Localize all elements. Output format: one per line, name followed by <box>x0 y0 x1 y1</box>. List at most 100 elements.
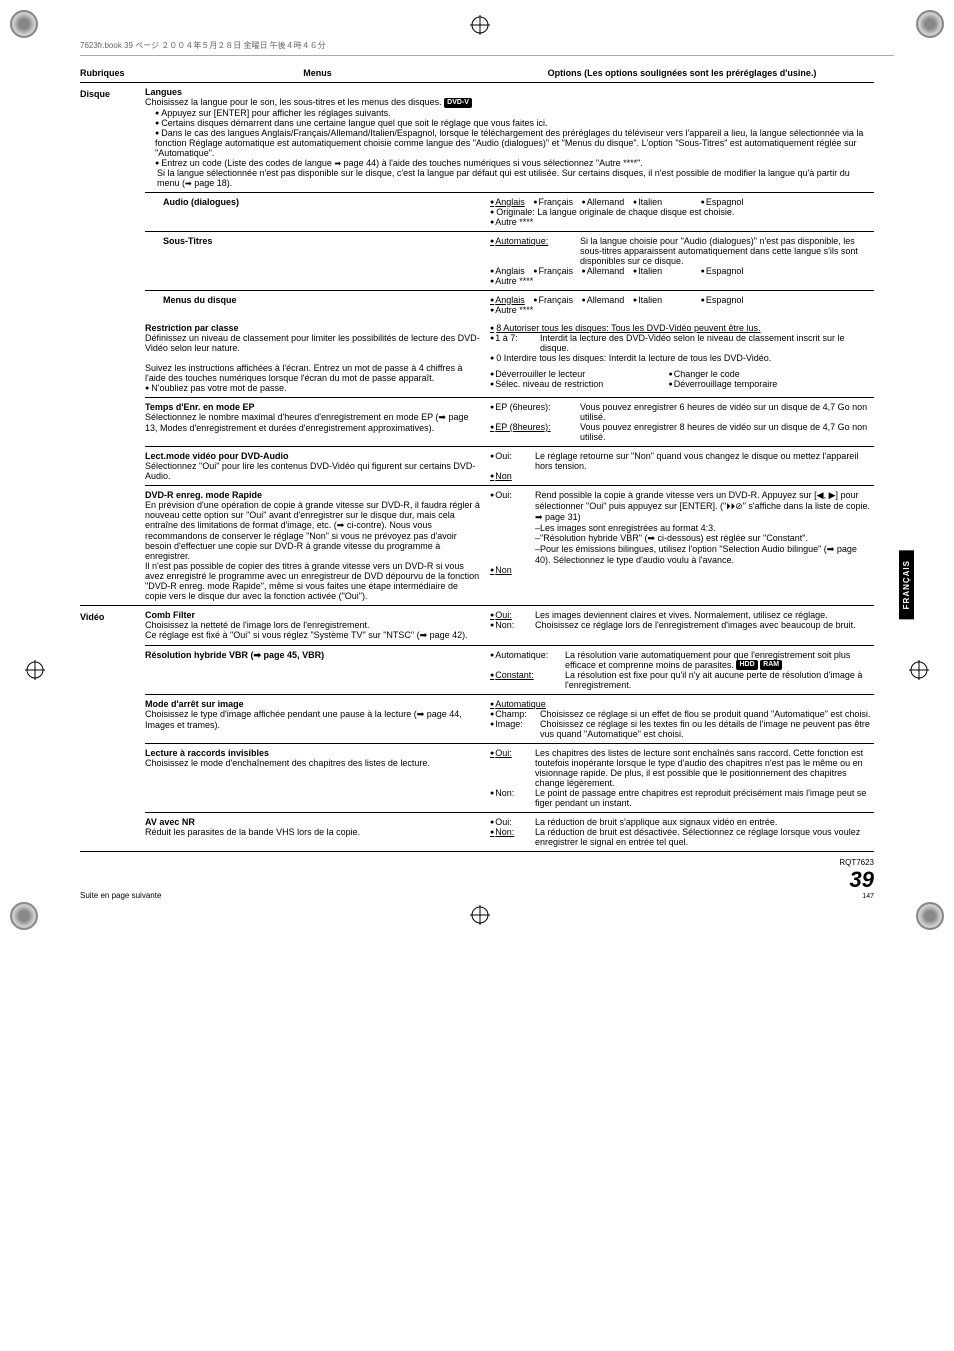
page-number: 39 <box>839 867 874 893</box>
text: Choisissez le type d'image affichée pend… <box>145 709 462 730</box>
title: Audio (dialogues) <box>145 197 490 227</box>
section-video: Vidéo Comb Filter Choisissez la netteté … <box>80 606 874 853</box>
opt-desc: La résolution varie automatiquement pour… <box>565 650 850 670</box>
default-opt: Oui: <box>490 610 535 620</box>
opt: Allemand <box>582 197 625 207</box>
row-mode-arret: Mode d'arrêt sur image Choisissez le typ… <box>145 695 874 744</box>
bullet: Dans le cas des langues Anglais/Français… <box>155 128 864 158</box>
opt: Oui: <box>490 451 535 471</box>
opt: 1 à 7: <box>490 333 540 353</box>
default-opt: Non <box>490 565 512 575</box>
row-lect-mode: Lect.mode vidéo pour DVD-Audio Sélection… <box>145 447 874 486</box>
col-options: Options (Les options soulignées sont les… <box>490 68 874 78</box>
title: Restriction par classe <box>145 323 239 333</box>
text: Choisissez la netteté de l'image lors de… <box>145 620 468 640</box>
bullet: Certains disques démarrent dans une cert… <box>155 118 864 128</box>
row-lecture-raccords: Lecture à raccords invisibles Choisissez… <box>145 744 874 813</box>
section-disque: Disque Langues Choisissez la langue pour… <box>80 83 874 606</box>
row-audio: Audio (dialogues) Anglais Français Allem… <box>145 193 874 232</box>
opt: Non: <box>490 788 535 808</box>
row-av-nr: AV avec NR Réduit les parasites de la ba… <box>145 813 874 851</box>
text: Suivez les instructions affichées à l'éc… <box>145 363 463 383</box>
opt: Déverrouillage temporaire <box>669 379 778 389</box>
opt-desc: Rend possible la copie à grande vitesse … <box>535 490 874 523</box>
opt: Changer le code <box>669 369 740 379</box>
opt-desc: La réduction de bruit est désactivée. Sé… <box>535 827 874 847</box>
opt: Français <box>533 295 573 305</box>
default-opt: Non: <box>490 827 535 847</box>
row-langues: Langues Choisissez la langue pour le son… <box>145 83 874 193</box>
text: Choisissez le mode d'enchaînement des ch… <box>145 758 430 768</box>
title: AV avec NR <box>145 817 195 827</box>
rubrique-label: Vidéo <box>80 606 145 852</box>
text: –Les images sont enregistrées au format … <box>535 523 874 533</box>
default-opt: Oui: <box>490 748 535 788</box>
row-sous-titres: Sous-Titres Automatique:Si la langue cho… <box>145 232 874 291</box>
opt: Oui: <box>490 490 535 523</box>
text: Sélectionnez "Oui" pour lire les contenu… <box>145 461 475 481</box>
default-opt: Constant: <box>490 670 565 690</box>
opt: EP (6heures): <box>490 402 580 422</box>
opt: Déverrouiller le lecteur <box>490 369 660 379</box>
text: –"Résolution hybride VBR" (➡ ci-dessous)… <box>535 533 874 544</box>
opt: 0 Interdire tous les disques: Interdit l… <box>490 353 874 363</box>
table-header: Rubriques Menus Options (Les options sou… <box>80 64 874 83</box>
opt-desc: La réduction de bruit s'applique aux sig… <box>535 817 874 827</box>
title: Menus du disque <box>145 295 490 315</box>
opt-desc: Choisissez ce réglage si les textes fin … <box>540 719 874 739</box>
arrow-icon <box>185 178 192 188</box>
opt-desc: Si la langue choisie pour "Audio (dialog… <box>580 236 874 266</box>
row-vbr: Résolution hybride VBR (➡ page 45, VBR) … <box>145 646 874 696</box>
opt: Sélec. niveau de restriction <box>490 379 660 389</box>
text: N'oubliez pas votre mot de passe. <box>145 383 480 393</box>
opt: Oui: <box>490 817 535 827</box>
opt-desc: Les images deviennent claires et vives. … <box>535 610 874 620</box>
text: Si la langue sélectionnée n'est pas disp… <box>157 168 864 188</box>
title: Comb Filter <box>145 610 195 620</box>
title: Mode d'arrêt sur image <box>145 699 244 709</box>
opt: Autre **** <box>490 217 533 227</box>
opt-desc: Choisissez ce réglage lors de l'enregist… <box>535 620 874 630</box>
opt: Autre **** <box>490 305 533 315</box>
opt: Non: <box>490 620 535 630</box>
text: Choisissez la langue pour le son, les so… <box>145 97 442 107</box>
opt-desc: Le réglage retourne sur "Non" quand vous… <box>535 451 874 471</box>
opt-desc: La résolution est fixe pour qu'il n'y ai… <box>565 670 874 690</box>
opt-desc: Le point de passage entre chapitres est … <box>535 788 874 808</box>
row-dvdr-rapide: DVD-R enreg. mode Rapide En prévision d'… <box>145 486 874 605</box>
title: Lecture à raccords invisibles <box>145 748 269 758</box>
default-opt: 8 Autoriser tous les disques: Tous les D… <box>490 323 761 333</box>
opt: Champ: <box>490 709 540 719</box>
opt: Anglais <box>490 266 525 276</box>
opt: Allemand <box>582 266 625 276</box>
opt: Français <box>533 266 573 276</box>
rqt-code: RQT7623 <box>839 858 874 867</box>
text: Définissez un niveau de classement pour … <box>145 333 480 353</box>
text: Réduit les parasites de la bande VHS lor… <box>145 827 360 837</box>
default-opt: EP (8heures): <box>490 422 580 442</box>
row-temps-ep: Temps d'Enr. en mode EP Sélectionnez le … <box>145 398 874 447</box>
default-opt: Anglais <box>490 197 525 207</box>
text: –Pour les émissions bilingues, utilisez … <box>535 544 874 565</box>
bullet: Entrez un code (Liste des codes de langu… <box>155 158 864 168</box>
text: En prévision d'une opération de copie à … <box>145 500 480 601</box>
title: Résolution hybride VBR (➡ page 45, VBR) <box>145 650 490 691</box>
opt: Espagnol <box>701 295 744 305</box>
default-opt: Automatique: <box>490 236 580 266</box>
dvd-tag: DVD-V <box>444 98 472 108</box>
print-header: 7623fr.book 39 ページ ２００４年５月２８日 金曜日 午後４時４６… <box>80 40 894 56</box>
ram-tag: RAM <box>760 660 782 670</box>
opt-desc: Vous pouvez enregistrer 8 heures de vidé… <box>580 422 874 442</box>
opt: Automatique: <box>490 650 565 671</box>
text: Sélectionnez le nombre maximal d'heures … <box>145 412 469 433</box>
page-footer: Suite en page suivante RQT7623 39 147 <box>80 858 874 900</box>
row-restriction: Restriction par classe Définissez un niv… <box>145 319 874 398</box>
opt-desc: Les chapitres des listes de lecture sont… <box>535 748 874 788</box>
opt: Italien <box>633 295 662 305</box>
sub-page: 147 <box>839 893 874 900</box>
opt: Italien <box>633 266 662 276</box>
opt: Français <box>533 197 573 207</box>
title: Temps d'Enr. en mode EP <box>145 402 255 412</box>
default-opt: Automatique <box>490 699 546 709</box>
title: Sous-Titres <box>145 236 490 286</box>
